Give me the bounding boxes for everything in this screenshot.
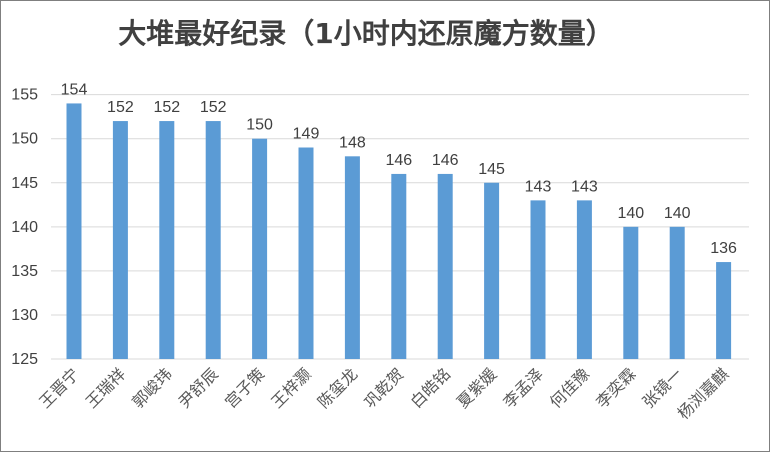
x-tick-label: 李孟泽 bbox=[499, 364, 546, 411]
data-label: 146 bbox=[385, 152, 412, 169]
y-tick-label: 145 bbox=[11, 175, 38, 192]
x-tick-label: 郭峻玮 bbox=[128, 364, 175, 411]
data-label: 143 bbox=[571, 178, 598, 195]
bar bbox=[66, 103, 82, 359]
x-tick-label: 王梓灏 bbox=[267, 364, 314, 411]
bar bbox=[159, 121, 175, 359]
bar bbox=[623, 226, 639, 359]
bar bbox=[484, 182, 500, 359]
x-tick-label: 白皓铭 bbox=[407, 364, 454, 411]
x-tick-label: 何佳豫 bbox=[546, 364, 593, 411]
x-tick-label: 王瑞祥 bbox=[82, 364, 129, 411]
data-label: 148 bbox=[339, 134, 366, 151]
bar bbox=[669, 226, 685, 359]
bar bbox=[530, 200, 546, 359]
data-label: 152 bbox=[200, 99, 227, 116]
y-tick-label: 125 bbox=[11, 351, 38, 368]
bar bbox=[298, 147, 314, 359]
bar bbox=[112, 121, 128, 359]
bar bbox=[437, 173, 453, 359]
y-tick-label: 130 bbox=[11, 307, 38, 324]
bar bbox=[576, 200, 592, 359]
data-label: 140 bbox=[664, 205, 691, 222]
x-tick-label: 李奕霖 bbox=[592, 364, 639, 411]
data-label: 143 bbox=[525, 178, 552, 195]
data-label: 152 bbox=[107, 99, 134, 116]
x-tick-label: 宫子策 bbox=[221, 364, 268, 411]
data-label: 136 bbox=[710, 240, 737, 257]
x-tick-label: 尹舒辰 bbox=[175, 364, 222, 411]
data-label: 145 bbox=[478, 161, 505, 178]
bar bbox=[205, 121, 221, 359]
x-tick-label: 杨浏嘉麒 bbox=[674, 364, 733, 423]
data-label: 154 bbox=[61, 81, 88, 98]
bar bbox=[391, 173, 407, 359]
y-tick-label: 155 bbox=[11, 87, 38, 104]
chart-title: 大堆最好纪录（1小时内还原魔方数量） bbox=[118, 17, 614, 50]
data-label: 140 bbox=[617, 205, 644, 222]
bar bbox=[252, 138, 268, 359]
data-label: 146 bbox=[432, 152, 459, 169]
bar bbox=[716, 262, 732, 359]
x-tick-label: 夏紫媛 bbox=[453, 364, 500, 411]
x-tick-label: 陈玺龙 bbox=[314, 364, 361, 411]
y-tick-label: 140 bbox=[11, 219, 38, 236]
x-tick-label: 巩乾贺 bbox=[360, 364, 407, 411]
y-tick-label: 135 bbox=[11, 263, 38, 280]
data-label: 150 bbox=[246, 117, 273, 134]
x-tick-label: 王晋宁 bbox=[35, 364, 82, 411]
data-label: 149 bbox=[293, 126, 320, 143]
bar bbox=[344, 156, 360, 359]
data-label: 152 bbox=[153, 99, 180, 116]
y-tick-label: 150 bbox=[11, 131, 38, 148]
